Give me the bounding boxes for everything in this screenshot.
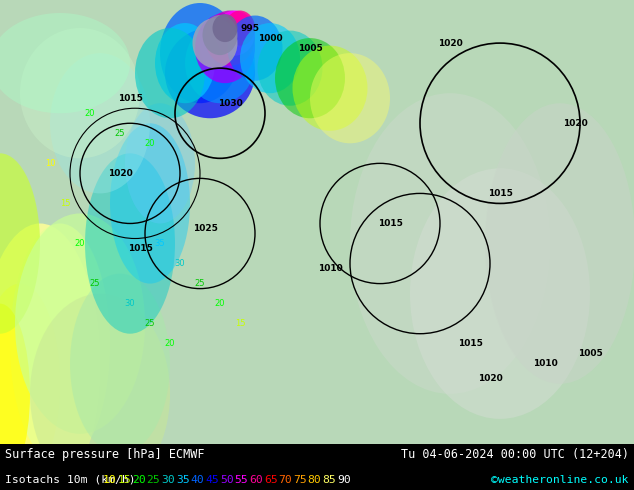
Text: 1005: 1005 <box>297 44 322 52</box>
Ellipse shape <box>215 10 255 56</box>
Text: 1015: 1015 <box>127 244 152 253</box>
Ellipse shape <box>485 103 634 384</box>
Ellipse shape <box>240 23 300 93</box>
Text: 90: 90 <box>337 475 351 485</box>
Ellipse shape <box>228 16 283 81</box>
Ellipse shape <box>0 284 60 484</box>
Ellipse shape <box>225 10 255 46</box>
Text: 35: 35 <box>155 239 165 248</box>
Text: 20: 20 <box>85 109 95 118</box>
Text: 1000: 1000 <box>257 34 282 43</box>
Text: 35: 35 <box>176 475 190 485</box>
Text: 20: 20 <box>165 339 175 348</box>
Text: 70: 70 <box>278 475 292 485</box>
Text: 20: 20 <box>215 299 225 308</box>
Ellipse shape <box>135 28 205 118</box>
Ellipse shape <box>30 294 170 490</box>
Text: 10: 10 <box>103 475 117 485</box>
Text: 20: 20 <box>145 139 155 148</box>
Ellipse shape <box>0 304 30 484</box>
Text: 1020: 1020 <box>437 39 462 48</box>
Text: 15: 15 <box>117 475 131 485</box>
Text: 20: 20 <box>132 475 146 485</box>
Ellipse shape <box>185 23 255 103</box>
Text: 1030: 1030 <box>217 98 242 108</box>
Text: 25: 25 <box>195 279 205 288</box>
Ellipse shape <box>155 23 215 103</box>
Ellipse shape <box>0 13 130 113</box>
Text: 45: 45 <box>205 475 219 485</box>
Ellipse shape <box>410 169 590 419</box>
Ellipse shape <box>275 38 345 118</box>
Text: 55: 55 <box>235 475 249 485</box>
Ellipse shape <box>165 28 255 118</box>
Ellipse shape <box>193 18 238 68</box>
Text: 1005: 1005 <box>578 349 602 358</box>
Text: 30: 30 <box>161 475 175 485</box>
Text: 1015: 1015 <box>117 94 143 103</box>
Ellipse shape <box>15 214 145 434</box>
Text: 65: 65 <box>264 475 278 485</box>
Text: 1010: 1010 <box>318 264 342 273</box>
Ellipse shape <box>70 273 170 454</box>
Text: 40: 40 <box>191 475 204 485</box>
Ellipse shape <box>0 153 40 334</box>
Text: 85: 85 <box>323 475 336 485</box>
Text: 1015: 1015 <box>378 219 403 228</box>
Text: 80: 80 <box>307 475 321 485</box>
Text: 25: 25 <box>145 319 155 328</box>
Text: 25: 25 <box>90 279 100 288</box>
Text: ©weatheronline.co.uk: ©weatheronline.co.uk <box>491 475 629 485</box>
Text: 60: 60 <box>249 475 263 485</box>
Text: 1020: 1020 <box>108 169 133 178</box>
Ellipse shape <box>195 13 255 83</box>
Text: 15: 15 <box>235 319 245 328</box>
Text: Isotachs 10m (km/h): Isotachs 10m (km/h) <box>5 475 143 485</box>
Ellipse shape <box>292 46 368 131</box>
Ellipse shape <box>350 93 550 394</box>
Ellipse shape <box>20 28 140 158</box>
Ellipse shape <box>205 10 255 66</box>
Text: 1020: 1020 <box>562 119 587 128</box>
Text: 20: 20 <box>75 239 85 248</box>
Ellipse shape <box>110 123 190 284</box>
Text: Tu 04-06-2024 00:00 UTC (12+204): Tu 04-06-2024 00:00 UTC (12+204) <box>401 448 629 462</box>
Text: 1015: 1015 <box>458 339 482 348</box>
Ellipse shape <box>202 15 238 55</box>
Ellipse shape <box>85 153 175 334</box>
Ellipse shape <box>50 53 150 194</box>
Ellipse shape <box>125 103 195 223</box>
Text: 995: 995 <box>240 24 259 32</box>
Text: Surface pressure [hPa] ECMWF: Surface pressure [hPa] ECMWF <box>5 448 205 462</box>
Ellipse shape <box>212 14 238 42</box>
Text: 1020: 1020 <box>477 374 502 383</box>
Text: 15: 15 <box>60 199 70 208</box>
Text: 1010: 1010 <box>533 359 557 368</box>
Ellipse shape <box>160 3 240 103</box>
Text: 25: 25 <box>146 475 160 485</box>
Text: 10: 10 <box>45 159 55 168</box>
Text: 50: 50 <box>220 475 233 485</box>
Text: 30: 30 <box>175 259 185 268</box>
Ellipse shape <box>10 223 110 464</box>
Ellipse shape <box>0 223 100 490</box>
Text: 1015: 1015 <box>488 189 512 198</box>
Text: 25: 25 <box>115 129 126 138</box>
Ellipse shape <box>310 53 390 143</box>
Text: 30: 30 <box>125 299 135 308</box>
Text: 75: 75 <box>293 475 307 485</box>
Text: 1025: 1025 <box>193 224 217 233</box>
Ellipse shape <box>257 30 323 106</box>
